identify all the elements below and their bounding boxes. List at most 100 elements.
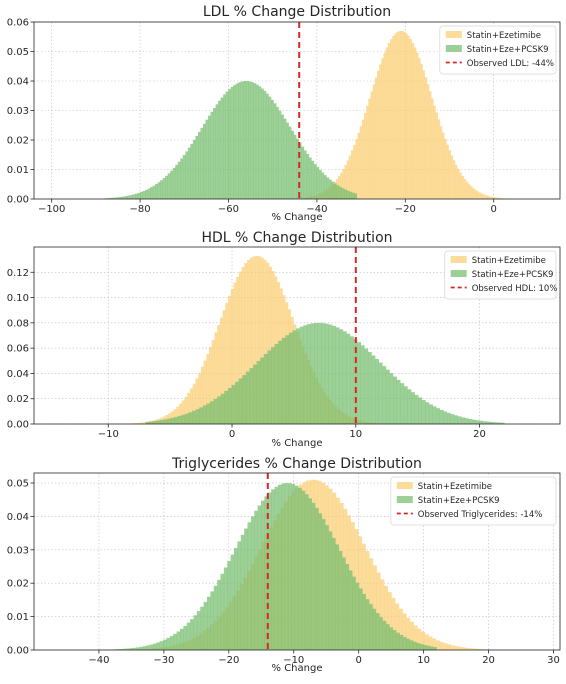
histogram-bar bbox=[193, 615, 197, 650]
legend-swatch bbox=[451, 270, 467, 277]
histogram-bar bbox=[414, 47, 416, 199]
histogram-bar bbox=[349, 192, 352, 199]
legend-label: Observed LDL: -44% bbox=[467, 59, 554, 69]
histogram-bar bbox=[376, 613, 380, 650]
histogram-bar bbox=[405, 33, 407, 199]
histogram-bar bbox=[356, 583, 360, 650]
histogram-bar bbox=[389, 373, 393, 424]
histogram-bar bbox=[301, 147, 304, 199]
histogram-bar bbox=[483, 421, 487, 424]
y-tick-label: 0.00 bbox=[7, 646, 29, 657]
histogram-bar bbox=[350, 336, 354, 424]
histogram-bar bbox=[472, 420, 476, 424]
histogram-bar bbox=[335, 544, 339, 650]
histogram-bar bbox=[278, 341, 282, 424]
histogram-bar bbox=[477, 191, 479, 199]
histogram-bar bbox=[388, 43, 390, 199]
histogram-bar bbox=[300, 327, 304, 424]
histogram-bar bbox=[436, 408, 440, 424]
histogram-bar bbox=[319, 170, 322, 199]
histogram-bar bbox=[447, 413, 451, 424]
histogram-bar bbox=[459, 173, 461, 199]
histogram-bar bbox=[221, 98, 224, 199]
histogram-bar bbox=[386, 47, 388, 199]
histogram-bar bbox=[328, 325, 332, 424]
histogram-bar bbox=[196, 409, 200, 424]
histogram-bar bbox=[423, 645, 427, 650]
histogram-bar bbox=[393, 630, 397, 650]
legend-swatch bbox=[397, 482, 413, 489]
histogram-bar bbox=[411, 392, 415, 424]
histogram-bar bbox=[364, 349, 368, 424]
histogram-bar bbox=[332, 538, 336, 650]
histogram-bar bbox=[407, 36, 409, 199]
histogram-bar bbox=[476, 420, 480, 424]
histogram-bar bbox=[188, 412, 192, 424]
histogram-bar bbox=[326, 177, 329, 199]
histogram-bar bbox=[331, 182, 334, 199]
y-tick-label: 0.02 bbox=[7, 579, 29, 590]
histogram-bar bbox=[422, 400, 426, 424]
histogram-bar bbox=[163, 178, 166, 199]
x-tick-label: 0 bbox=[356, 655, 362, 666]
histogram-bar bbox=[318, 323, 322, 424]
histogram-bar bbox=[214, 399, 218, 424]
histogram-bar bbox=[185, 414, 189, 424]
legend-label: Statin+Eze+PCSK9 bbox=[472, 270, 554, 280]
legend-label: Statin+Eze+PCSK9 bbox=[418, 496, 500, 506]
histogram-bar bbox=[394, 33, 396, 199]
histogram-bar bbox=[174, 417, 178, 424]
histogram-bar bbox=[156, 421, 160, 424]
histogram-bar bbox=[239, 378, 243, 424]
x-tick-label: 10 bbox=[417, 655, 430, 666]
histogram-bar bbox=[322, 519, 326, 650]
histogram-bar bbox=[393, 377, 397, 424]
histogram-bar bbox=[457, 169, 459, 199]
histogram-bar bbox=[433, 106, 435, 199]
histogram-bar bbox=[358, 133, 360, 199]
histogram-bar bbox=[200, 128, 203, 199]
histogram-bar bbox=[216, 104, 219, 199]
histogram-bar bbox=[167, 419, 171, 424]
histogram-bar bbox=[310, 323, 314, 424]
histogram-bar bbox=[440, 410, 444, 424]
histogram-bar bbox=[204, 602, 208, 650]
histogram-bar bbox=[446, 145, 448, 199]
histogram-bar bbox=[427, 84, 429, 199]
histogram-bar bbox=[241, 535, 245, 650]
histogram-bar bbox=[210, 401, 214, 424]
histogram-bar bbox=[231, 87, 234, 199]
histogram-bar bbox=[458, 647, 462, 650]
histogram-bar bbox=[407, 389, 411, 424]
histogram-bar bbox=[248, 81, 251, 199]
histogram-bar bbox=[173, 634, 177, 650]
histogram-bar bbox=[386, 624, 390, 650]
legend-swatch bbox=[446, 31, 462, 38]
histogram-bar bbox=[197, 611, 201, 650]
histogram-bar bbox=[258, 86, 261, 199]
histogram-bar bbox=[332, 326, 336, 424]
histogram-bar bbox=[296, 328, 300, 424]
histogram-bar bbox=[285, 335, 289, 424]
x-tick-label: −40 bbox=[88, 655, 109, 666]
histogram-bar bbox=[150, 645, 154, 650]
histogram-bar bbox=[410, 640, 414, 650]
histogram-bar bbox=[226, 92, 229, 199]
x-tick-label: −30 bbox=[153, 655, 174, 666]
histogram-bar bbox=[213, 108, 216, 199]
histogram-bar bbox=[342, 558, 346, 650]
histogram-bar bbox=[171, 418, 175, 424]
histogram-bar bbox=[435, 113, 437, 199]
histogram-bar bbox=[221, 394, 225, 424]
histogram-bar bbox=[241, 82, 244, 199]
histogram-bar bbox=[153, 186, 156, 199]
histogram-bar bbox=[440, 642, 444, 650]
histogram-bar bbox=[257, 361, 261, 424]
histogram-bar bbox=[454, 646, 458, 650]
y-tick-label: 0.02 bbox=[7, 136, 29, 147]
histogram-bar bbox=[347, 191, 350, 199]
histogram-bar bbox=[246, 372, 250, 424]
legend-swatch bbox=[397, 496, 413, 503]
